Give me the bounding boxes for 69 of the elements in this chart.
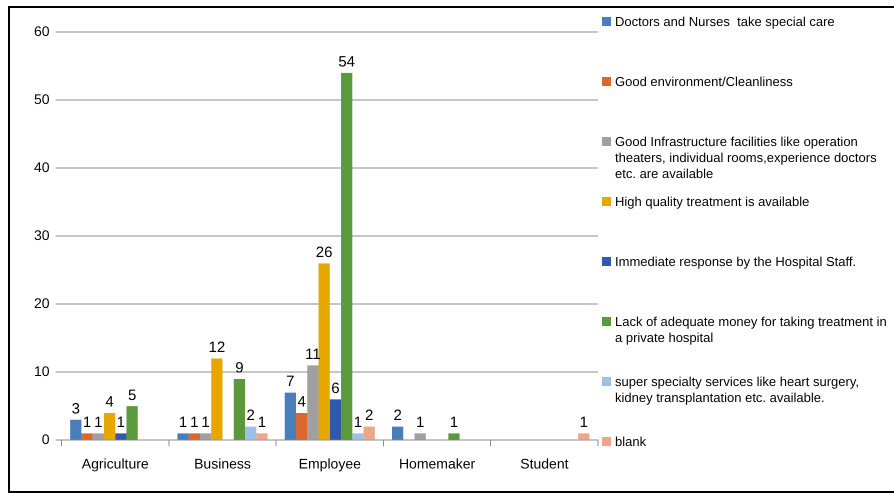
data-label: 2 xyxy=(246,407,255,424)
data-label: 6 xyxy=(331,380,340,398)
bar xyxy=(578,433,590,440)
data-label: 1 xyxy=(178,414,188,432)
legend-label: Good Infrastructure facilities like operation theaters, individual rooms,experience doctors etc. are available xyxy=(615,134,878,182)
x-tick-label: Agriculture xyxy=(82,455,149,472)
x-tick-label: Business xyxy=(194,455,251,472)
legend-label: High quality treatment is available xyxy=(615,194,810,210)
bar xyxy=(307,365,319,440)
bar xyxy=(81,433,93,440)
bar xyxy=(318,263,330,440)
bar xyxy=(296,412,308,440)
legend-label: Lack of adequate money for taking treatment in a private hospital xyxy=(615,314,888,346)
data-label: 7 xyxy=(286,373,295,390)
bar xyxy=(352,433,364,440)
legend-label: Doctors and Nurses take special care xyxy=(615,14,835,30)
bar xyxy=(126,406,138,440)
data-label: 2 xyxy=(393,407,402,424)
data-label: 26 xyxy=(316,244,332,261)
bar xyxy=(115,433,126,440)
data-label: 1 xyxy=(190,414,199,432)
data-label: 1 xyxy=(354,414,362,432)
data-label: 1 xyxy=(116,414,126,432)
bar xyxy=(92,433,104,440)
data-label: 54 xyxy=(338,53,356,70)
data-label: 1 xyxy=(450,414,458,432)
bar xyxy=(70,420,82,440)
data-label: 9 xyxy=(235,360,244,377)
data-label: 3 xyxy=(72,400,80,418)
x-tick-label: Student xyxy=(520,455,569,472)
data-label: 1 xyxy=(201,414,210,432)
bar xyxy=(448,433,460,440)
x-tick-label: Homemaker xyxy=(398,455,476,472)
data-label: 5 xyxy=(128,386,136,404)
legend-label: blank xyxy=(615,434,646,450)
y-tick-label: 30 xyxy=(34,226,50,243)
data-label: 4 xyxy=(297,394,306,411)
bar xyxy=(256,433,268,440)
y-tick-label: 10 xyxy=(34,363,50,380)
data-label: 12 xyxy=(208,339,226,356)
bar xyxy=(177,433,189,440)
data-label: 1 xyxy=(416,414,424,432)
bar xyxy=(364,426,375,440)
data-label: 1 xyxy=(82,414,92,432)
data-label: 4 xyxy=(105,394,114,411)
bar xyxy=(284,392,296,440)
data-label: 1 xyxy=(258,414,266,432)
bar xyxy=(211,358,222,440)
bar xyxy=(330,399,342,440)
y-tick-label: 50 xyxy=(34,90,50,107)
y-tick-label: 20 xyxy=(34,294,50,311)
y-tick-label: 60 xyxy=(34,22,50,39)
bar xyxy=(341,72,352,440)
bar xyxy=(414,433,426,440)
bar xyxy=(245,426,256,440)
data-label: 2 xyxy=(365,407,374,424)
legend-label: super specialty services like heart surgery, kidney transplantation etc. available. xyxy=(615,374,860,406)
bar xyxy=(392,426,404,440)
data-label: 1 xyxy=(580,414,588,432)
data-label: 1 xyxy=(94,414,102,432)
bar xyxy=(234,378,246,440)
legend-label: Immediate response by the Hospital Staff. xyxy=(615,254,856,270)
y-tick-label: 40 xyxy=(34,158,50,175)
bar xyxy=(104,412,116,440)
x-tick-label: Employee xyxy=(298,455,362,472)
bar xyxy=(188,433,200,440)
bar xyxy=(200,433,212,440)
y-tick-label: 0 xyxy=(42,431,50,448)
legend-label: Good environment/Cleanliness xyxy=(615,74,793,90)
